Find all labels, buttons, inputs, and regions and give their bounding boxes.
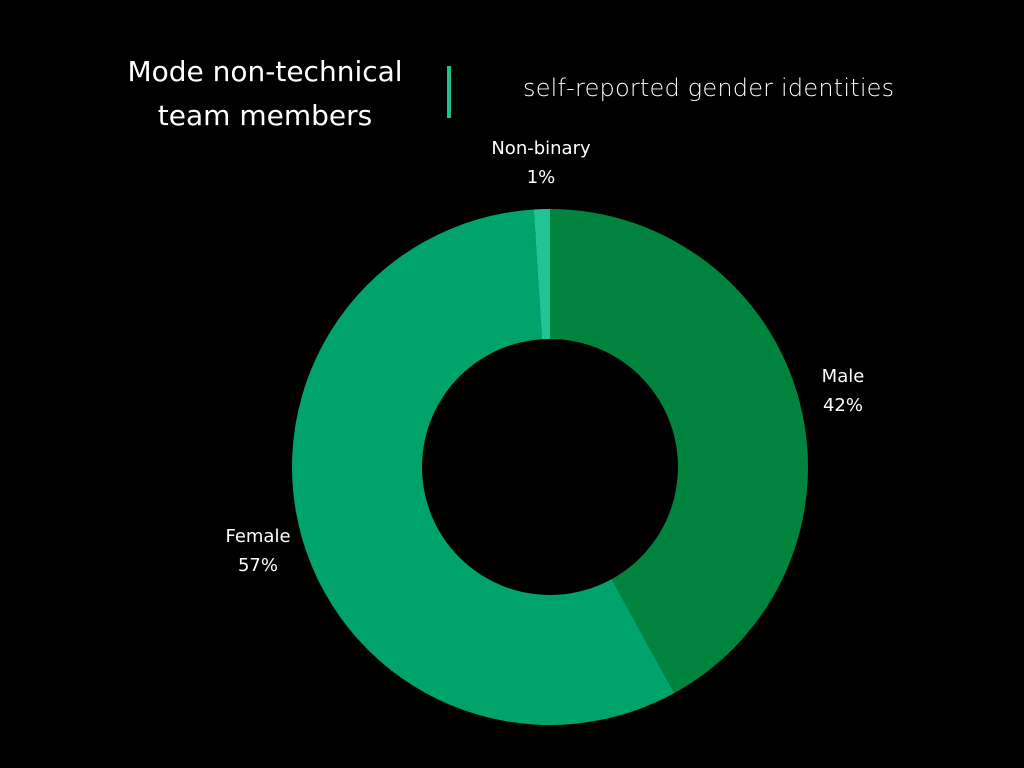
donut-slice-female [292, 209, 675, 726]
title-divider [447, 66, 451, 118]
donut-slice-non-binary [533, 209, 550, 340]
chart-subtitle: self-reported gender identities [523, 74, 895, 102]
slice-label-male: Male 42% [773, 362, 913, 420]
slice-label-non-binary: Non-binary 1% [471, 134, 611, 192]
slice-label-female-value: 57% [237, 555, 278, 576]
chart-title-line-2: team members [157, 99, 373, 132]
slice-label-non-binary-name: Non-binary [491, 138, 591, 159]
slice-label-female-name: Female [225, 526, 291, 547]
slice-label-male-name: Male [821, 366, 865, 387]
slice-label-non-binary-value: 1% [526, 167, 556, 188]
slice-label-male-value: 42% [822, 395, 863, 416]
chart-title-line-1: Mode non-technical [127, 55, 403, 88]
chart-title: Mode non-technical team members [100, 50, 430, 138]
donut-slice-male [550, 209, 808, 694]
slice-label-female: Female 57% [188, 522, 328, 580]
